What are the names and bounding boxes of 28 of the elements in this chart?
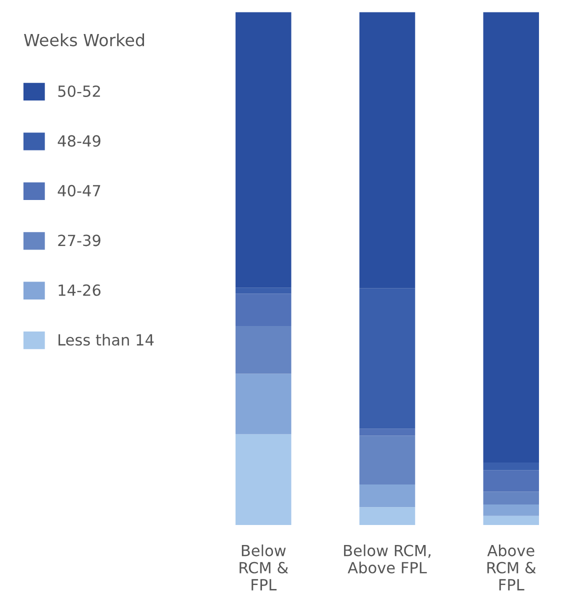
bar bbox=[359, 484, 416, 508]
x-tick-label: Below RCM, Above FPL bbox=[344, 544, 430, 574]
legend-label: 48-49 bbox=[58, 135, 100, 147]
bar bbox=[236, 374, 292, 434]
bar bbox=[483, 492, 539, 505]
bar bbox=[236, 326, 292, 374]
bar bbox=[359, 12, 416, 288]
legend-label: 27-39 bbox=[58, 234, 100, 246]
legend-label: 14-26 bbox=[58, 284, 100, 296]
bar bbox=[483, 470, 539, 492]
bar bbox=[359, 428, 416, 436]
bar bbox=[359, 288, 416, 429]
bar bbox=[483, 12, 539, 462]
bar bbox=[236, 288, 292, 294]
bar bbox=[236, 12, 292, 288]
legend-label: 50-52 bbox=[58, 85, 100, 98]
bar bbox=[236, 434, 292, 526]
bar bbox=[359, 507, 416, 526]
legend-label: 40-47 bbox=[58, 184, 100, 196]
bar bbox=[359, 436, 416, 485]
bar bbox=[236, 294, 292, 326]
legend-label: Less than 14 bbox=[58, 334, 154, 346]
legend-title: Weeks Worked bbox=[24, 33, 144, 46]
x-tick-label: Above RCM & FPL bbox=[487, 544, 536, 590]
bar bbox=[483, 462, 539, 470]
bar bbox=[483, 516, 539, 526]
x-tick-label: Below RCM & FPL bbox=[240, 544, 288, 590]
bar bbox=[483, 504, 539, 516]
